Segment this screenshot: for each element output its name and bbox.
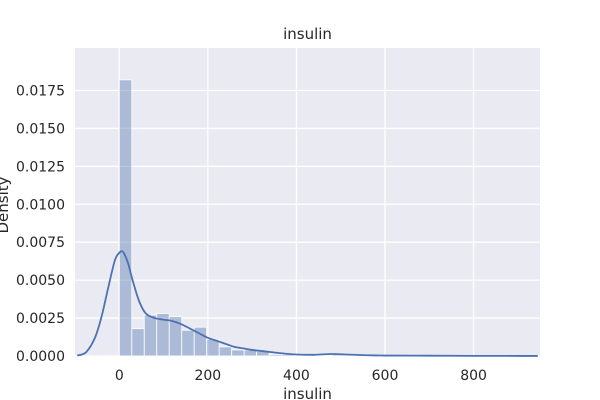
histogram-bar xyxy=(231,349,245,357)
y-tick-label: 0.0100 xyxy=(16,197,65,213)
y-tick-label: 0.0000 xyxy=(16,349,65,365)
x-tick-labels: 0 200 400 600 800 xyxy=(115,368,487,384)
x-tick-label: 600 xyxy=(372,368,399,384)
y-tick-label: 0.0050 xyxy=(16,273,65,289)
x-tick-label: 200 xyxy=(194,368,221,384)
x-tick-label: 0 xyxy=(115,368,124,384)
y-tick-label: 0.0025 xyxy=(16,311,65,327)
kde-curve xyxy=(76,250,538,357)
histogram-bar xyxy=(268,354,283,357)
x-tick-label: 400 xyxy=(283,368,310,384)
histogram-bars xyxy=(118,79,495,357)
y-axis-title: Density xyxy=(0,176,12,233)
plot-background xyxy=(75,48,540,356)
y-tick-label: 0.0125 xyxy=(16,159,65,175)
histogram-bar xyxy=(218,346,233,357)
chart-title: insulin xyxy=(283,25,332,43)
x-axis-title: insulin xyxy=(283,385,332,400)
y-tick-labels: 0.0000 0.0025 0.0050 0.0075 0.0100 0.0125 0.01… xyxy=(16,83,65,365)
histogram-bar xyxy=(118,79,133,357)
histogram-bar xyxy=(131,328,145,357)
x-tick-label: 800 xyxy=(460,368,487,384)
y-tick-label: 0.0075 xyxy=(16,235,65,251)
histogram-bar xyxy=(143,314,158,357)
y-tick-label: 0.0175 xyxy=(16,83,65,99)
histogram-bar xyxy=(181,329,195,357)
y-tick-label: 0.0150 xyxy=(16,121,65,137)
